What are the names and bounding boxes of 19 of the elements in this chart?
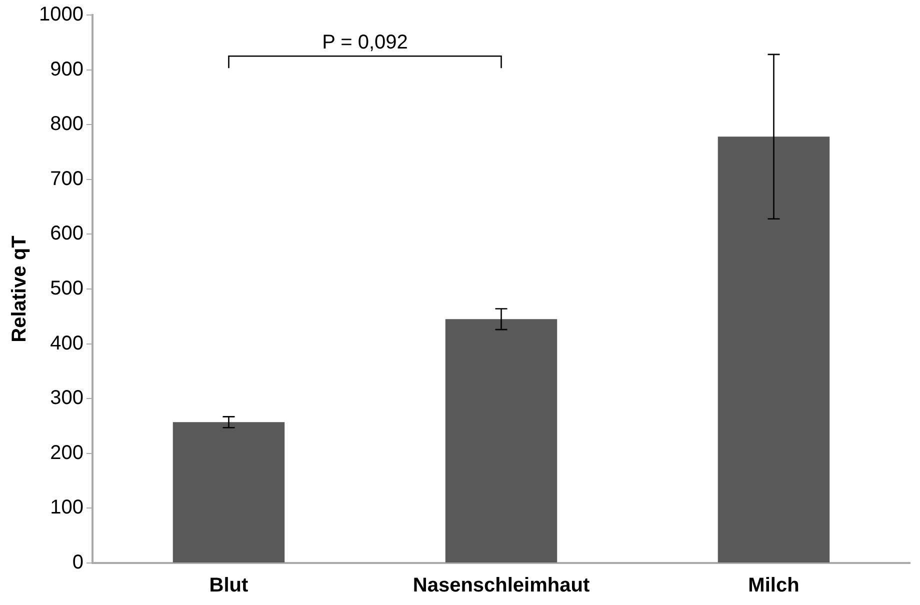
y-axis-title: Relative qT	[8, 236, 31, 342]
y-tick-label: 100	[50, 496, 84, 519]
annotation: P = 0,092	[322, 32, 408, 54]
y-tick-label: 900	[50, 58, 84, 80]
x-tick-label: Milch	[748, 574, 800, 597]
y-tick-label: 300	[50, 387, 84, 410]
y-tick-label: 500	[50, 278, 84, 300]
bar	[718, 136, 830, 562]
y-tick-label: 400	[50, 332, 84, 354]
bar	[172, 422, 285, 562]
x-tick-label: Blut	[209, 574, 249, 597]
y-tick-label: 800	[50, 113, 84, 136]
bar	[445, 319, 558, 562]
y-tick-label: 200	[50, 442, 84, 464]
x-tick-label: Nasenschleimhaut	[412, 574, 590, 597]
y-tick-label: 700	[50, 168, 84, 190]
y-tick-label: 1000	[38, 4, 84, 26]
y-tick-label: 0	[72, 552, 84, 574]
y-tick-label: 600	[50, 222, 84, 245]
